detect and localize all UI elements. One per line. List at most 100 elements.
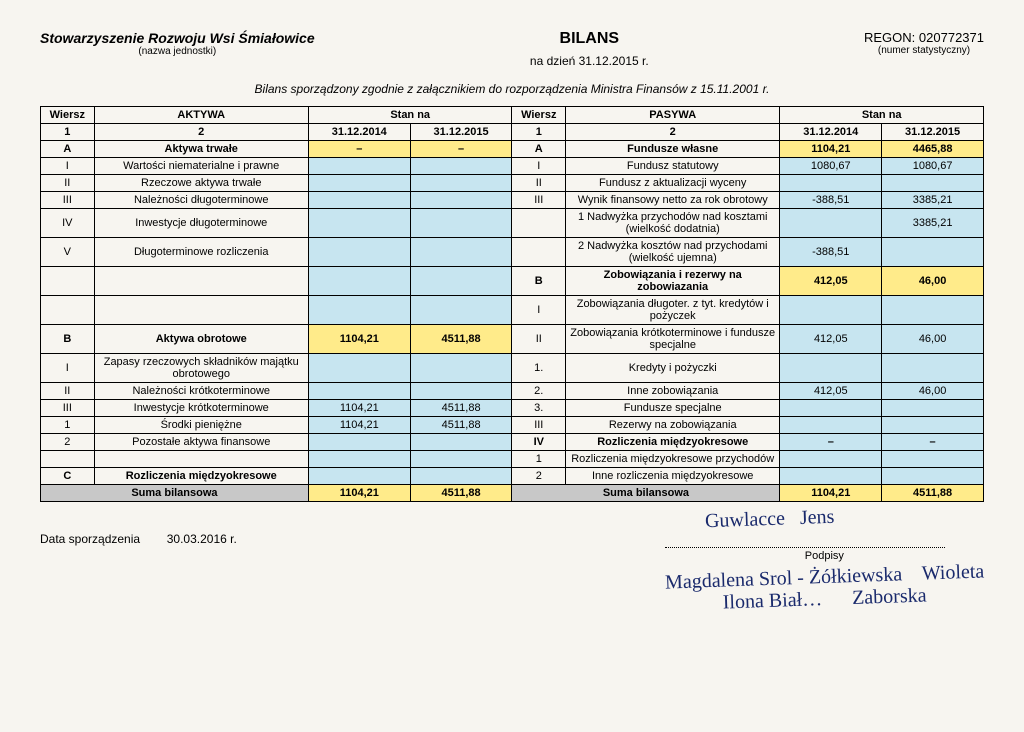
row-name-r: Rozliczenia międzyokresowe przychodów [566,451,780,468]
row-w-r: 1 [512,451,566,468]
row-name-l: Aktywa obrotowe [94,325,308,354]
row-v14-l [308,296,410,325]
row-v15-l: 4511,88 [410,325,512,354]
row-w-l: C [41,468,95,485]
row-w-l [41,296,95,325]
table-row: CRozliczenia międzyokresowe2Inne rozlicz… [41,468,984,485]
row-v14-l [308,175,410,192]
row-name-l: Należności krótkoterminowe [94,383,308,400]
row-v14-r: 412,05 [780,383,882,400]
row-v14-l: 1104,21 [308,417,410,434]
th-1l: 1 [41,124,95,141]
th-stan-l: Stan na [308,107,512,124]
row-name-r: Rezerwy na zobowiązania [566,417,780,434]
th-stan-r: Stan na [780,107,984,124]
signature-label: Podpisy [665,550,984,562]
row-name-r: Fundusze specjalne [566,400,780,417]
row-v15-l [410,209,512,238]
footer: Data sporządzenia 30.03.2016 r. Guwlacce… [40,532,984,610]
row-v15-r [882,417,984,434]
table-row: AAktywa trwałe––AFundusze własne1104,214… [41,141,984,158]
document-title: BILANS [315,30,864,48]
row-v14-l [308,383,410,400]
row-w-l [41,451,95,468]
row-v15-l [410,434,512,451]
row-w-l: A [41,141,95,158]
row-v15-r [882,296,984,325]
row-v14-r: 412,05 [780,267,882,296]
row-v15-r [882,354,984,383]
row-v15-l: 4511,88 [410,400,512,417]
row-w-l: I [41,158,95,175]
row-name-r: Inne zobowiązania [566,383,780,400]
row-v15-l: – [410,141,512,158]
sum-v15-r: 4511,88 [882,485,984,502]
document-header: Stowarzyszenie Rozwoju Wsi Śmiałowice (n… [40,30,984,68]
row-w-r: 3. [512,400,566,417]
row-w-r: I [512,158,566,175]
subtitle: Bilans sporządzony zgodnie z załącznikie… [40,82,984,96]
table-row: IIRzeczowe aktywa trwałeIIFundusz z aktu… [41,175,984,192]
date-block: Data sporządzenia 30.03.2016 r. [40,532,237,610]
row-v14-r: 1080,67 [780,158,882,175]
date-label: Data sporządzenia [40,532,140,546]
row-name-r: Kredyty i pożyczki [566,354,780,383]
date-value: 30.03.2016 r. [167,532,237,546]
table-row: IIIInwestycje krótkoterminowe1104,214511… [41,400,984,417]
row-v14-l [308,451,410,468]
row-name-r: 1 Nadwyżka przychodów nad kosztami (wiel… [566,209,780,238]
row-v14-r: -388,51 [780,238,882,267]
row-v14-l: 1104,21 [308,400,410,417]
row-v15-r: 46,00 [882,325,984,354]
regon-block: REGON: 020772371 (numer statystyczny) [864,30,984,56]
sig-text-3: Wioleta [921,560,984,584]
row-v15-l [410,175,512,192]
table-row: IVInwestycje długoterminowe1 Nadwyżka pr… [41,209,984,238]
row-v15-r: – [882,434,984,451]
row-w-l [41,267,95,296]
row-v15-l [410,158,512,175]
sum-v14-r: 1104,21 [780,485,882,502]
table-row: IZapasy rzeczowych składników majątku ob… [41,354,984,383]
row-w-r: I [512,296,566,325]
regon-label: REGON: [864,30,915,45]
regon-sub: (numer statystyczny) [864,45,984,56]
row-w-r: B [512,267,566,296]
row-w-l: II [41,383,95,400]
row-w-l: III [41,400,95,417]
th-2015l: 31.12.2015 [410,124,512,141]
signature-block: Guwlacce Jens Podpisy Magdalena Srol - Ż… [665,532,984,610]
table-row: VDługoterminowe rozliczenia2 Nadwyżka ko… [41,238,984,267]
row-v15-r [882,468,984,485]
row-name-r: Zobowiązania i rezerwy na zobowiazania [566,267,780,296]
row-v15-r: 3385,21 [882,192,984,209]
row-w-l: V [41,238,95,267]
date-line: na dzień 31.12.2015 r. [315,54,864,68]
table-row: 2Pozostałe aktywa finansoweIVRozliczenia… [41,434,984,451]
th-wiersz-l: Wiersz [41,107,95,124]
row-name-l [94,451,308,468]
row-v15-l [410,451,512,468]
table-head: Wiersz AKTYWA Stan na Wiersz PASYWA Stan… [41,107,984,141]
row-v14-r: 412,05 [780,325,882,354]
row-v14-r [780,296,882,325]
th-1r: 1 [512,124,566,141]
row-v14-l [308,267,410,296]
row-w-l: II [41,175,95,192]
row-w-r [512,209,566,238]
row-v14-r [780,354,882,383]
org-block: Stowarzyszenie Rozwoju Wsi Śmiałowice (n… [40,30,315,57]
row-v14-r [780,451,882,468]
row-name-l [94,296,308,325]
sum-v15-l: 4511,88 [410,485,512,502]
th-wiersz-r: Wiersz [512,107,566,124]
org-name: Stowarzyszenie Rozwoju Wsi Śmiałowice [40,30,315,46]
sig-text-2: Ilona Biał… [722,588,822,613]
table-row: 1Rozliczenia międzyokresowe przychodów [41,451,984,468]
signature-scribble-top: Guwlacce Jens [704,506,834,533]
sum-label-l: Suma bilansowa [41,485,309,502]
row-v15-l [410,296,512,325]
row-name-l: Długoterminowe rozliczenia [94,238,308,267]
th-aktywa: AKTYWA [94,107,308,124]
row-v15-l [410,354,512,383]
